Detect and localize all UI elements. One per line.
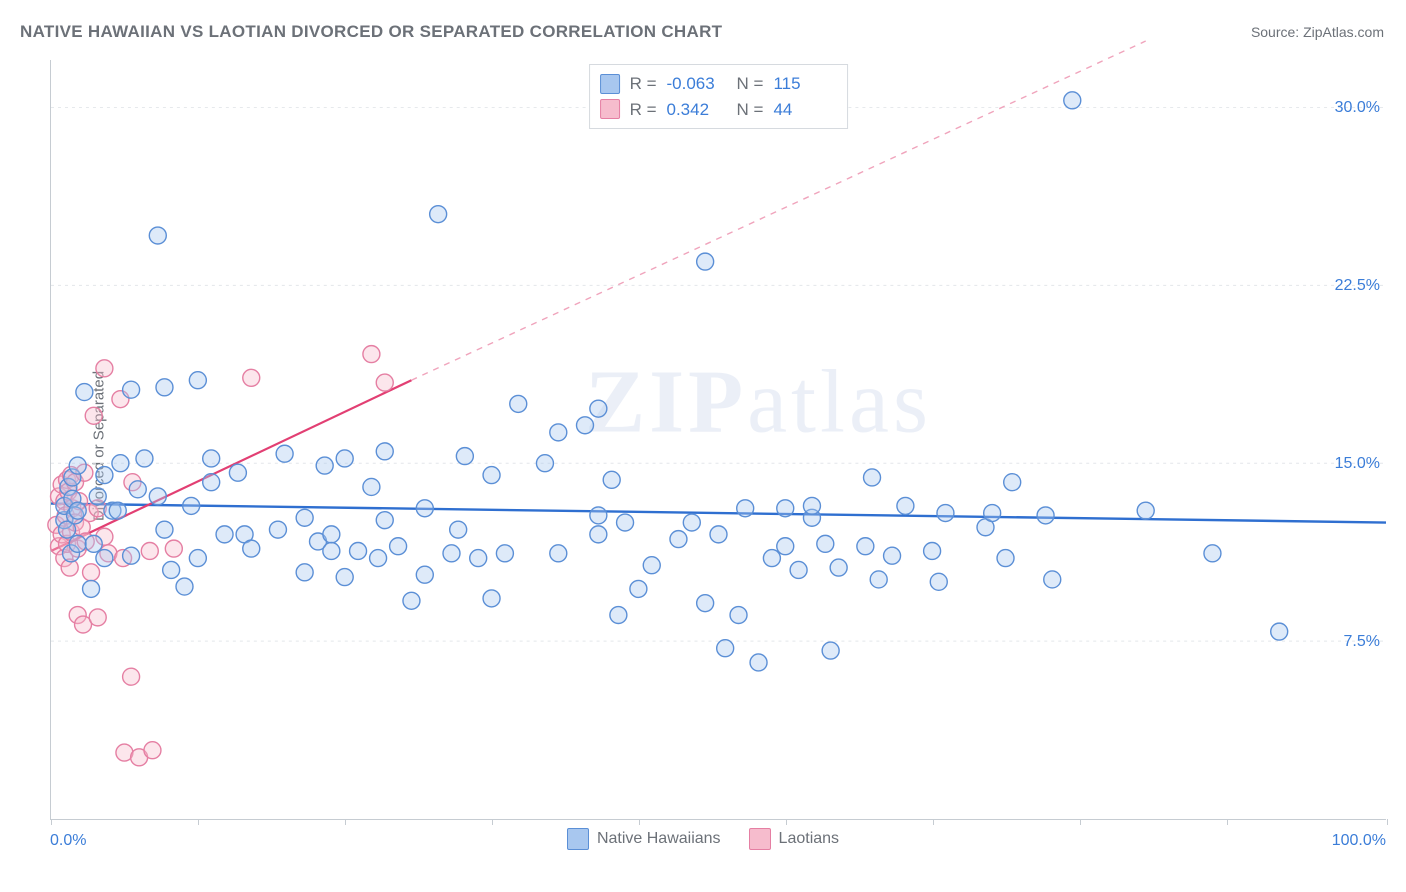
plot-svg — [51, 60, 1386, 819]
r-value-laotians: 0.342 — [667, 97, 727, 123]
source-prefix: Source: — [1251, 24, 1303, 40]
swatch-native-hawaiians — [600, 74, 620, 94]
n-value-laotians: 44 — [773, 97, 833, 123]
n-value-native-hawaiians: 115 — [773, 71, 833, 97]
x-tick-mark — [1227, 819, 1228, 825]
y-tick-label: 7.5% — [1344, 633, 1380, 651]
r-label: R = — [630, 71, 657, 97]
bottom-legend: Native Hawaiians Laotians — [0, 828, 1406, 850]
n-label: N = — [737, 71, 764, 97]
x-tick-mark — [198, 819, 199, 825]
legend-item-native-hawaiians: Native Hawaiians — [567, 828, 721, 850]
scatter-native-hawaiians — [56, 92, 1288, 671]
source-name: ZipAtlas.com — [1303, 24, 1384, 40]
x-tick-mark — [345, 819, 346, 825]
x-tick-mark — [492, 819, 493, 825]
y-tick-label: 15.0% — [1335, 455, 1380, 473]
x-tick-mark — [786, 819, 787, 825]
legend-item-laotians: Laotians — [749, 828, 840, 850]
x-tick-mark — [1080, 819, 1081, 825]
n-label: N = — [737, 97, 764, 123]
chart-container: NATIVE HAWAIIAN VS LAOTIAN DIVORCED OR S… — [0, 0, 1406, 892]
legend-label-laotians: Laotians — [779, 830, 840, 848]
source-attribution: Source: ZipAtlas.com — [1251, 24, 1384, 40]
swatch-native-hawaiians — [567, 828, 589, 850]
x-tick-mark — [1387, 819, 1388, 825]
swatch-laotians — [749, 828, 771, 850]
r-value-native-hawaiians: -0.063 — [667, 71, 727, 97]
stats-row-native-hawaiians: R = -0.063 N = 115 — [600, 71, 834, 97]
plot-area: ZIPatlas 7.5%15.0%22.5%30.0% R = -0.063 … — [50, 60, 1386, 820]
swatch-laotians — [600, 99, 620, 119]
x-tick-mark — [639, 819, 640, 825]
y-tick-label: 30.0% — [1335, 99, 1380, 117]
y-tick-label: 22.5% — [1335, 277, 1380, 295]
x-tick-mark — [933, 819, 934, 825]
r-label: R = — [630, 97, 657, 123]
stats-legend-box: R = -0.063 N = 115 R = 0.342 N = 44 — [589, 64, 849, 129]
x-tick-mark — [51, 819, 52, 825]
legend-label-native-hawaiians: Native Hawaiians — [597, 830, 721, 848]
chart-title: NATIVE HAWAIIAN VS LAOTIAN DIVORCED OR S… — [20, 22, 722, 42]
stats-row-laotians: R = 0.342 N = 44 — [600, 97, 834, 123]
